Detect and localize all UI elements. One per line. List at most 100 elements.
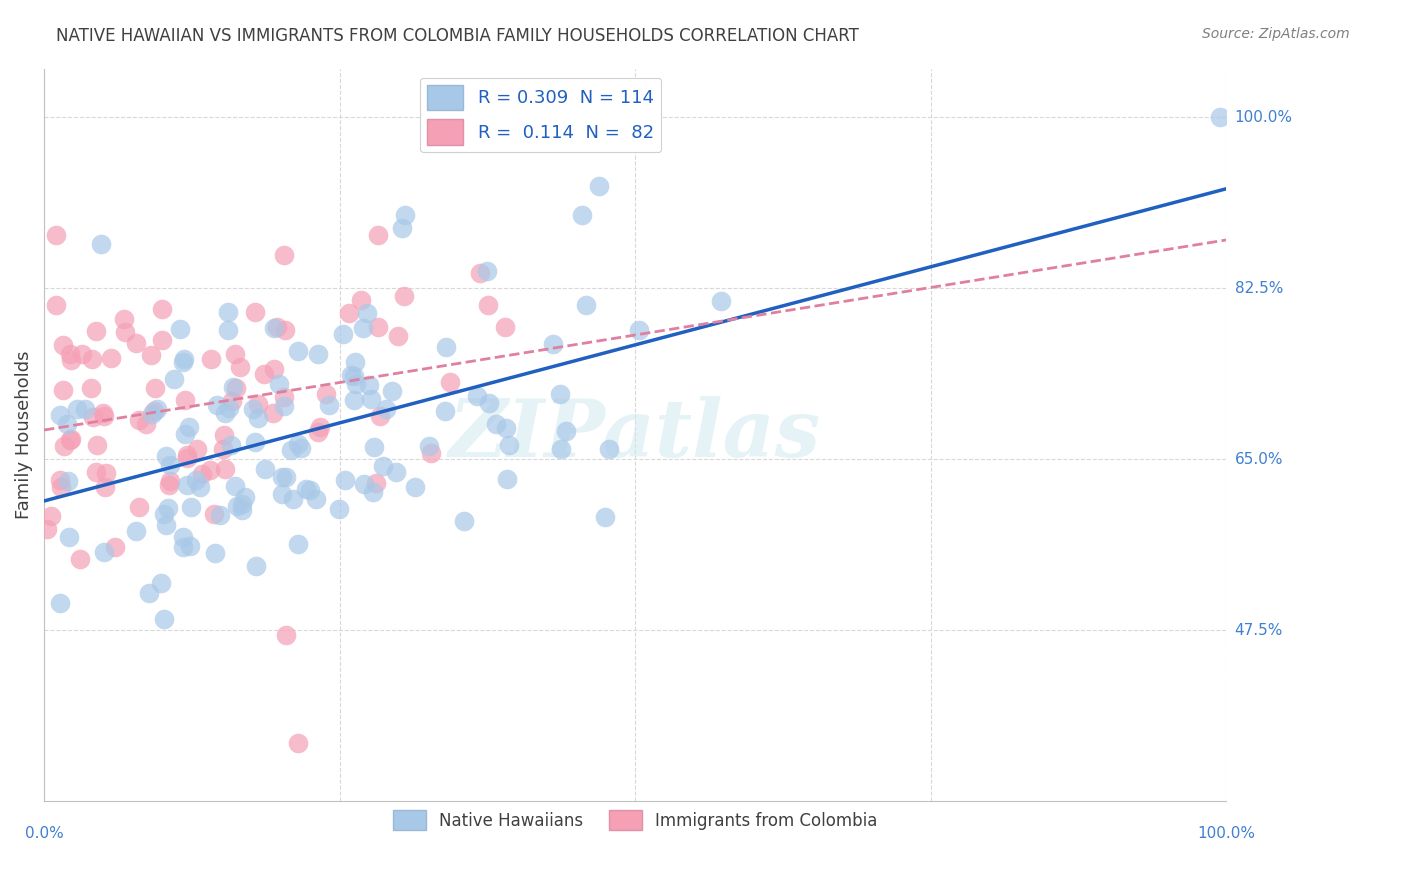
Point <box>172 530 194 544</box>
Point <box>477 298 499 312</box>
Point <box>287 437 309 451</box>
Point <box>217 323 239 337</box>
Point <box>245 559 267 574</box>
Point <box>37 522 59 536</box>
Point <box>52 439 75 453</box>
Point <box>276 469 298 483</box>
Point <box>150 576 173 591</box>
Point <box>219 437 242 451</box>
Point <box>176 478 198 492</box>
Point <box>555 424 578 438</box>
Point <box>70 347 93 361</box>
Point <box>548 387 571 401</box>
Point <box>224 479 246 493</box>
Point <box>139 348 162 362</box>
Point <box>271 470 294 484</box>
Point <box>169 321 191 335</box>
Point <box>100 351 122 365</box>
Point <box>394 288 416 302</box>
Point <box>205 398 228 412</box>
Point <box>254 461 277 475</box>
Point <box>212 427 235 442</box>
Point <box>465 388 488 402</box>
Point <box>49 596 72 610</box>
Point <box>262 405 284 419</box>
Point <box>177 420 200 434</box>
Point <box>224 347 246 361</box>
Point <box>550 442 572 456</box>
Point <box>56 474 79 488</box>
Point <box>93 545 115 559</box>
Point <box>58 530 80 544</box>
Point <box>157 501 180 516</box>
Point <box>155 449 177 463</box>
Point <box>176 448 198 462</box>
Point <box>598 442 620 457</box>
Point <box>359 378 381 392</box>
Point <box>263 362 285 376</box>
Point <box>243 305 266 319</box>
Point <box>39 509 62 524</box>
Point <box>198 463 221 477</box>
Point <box>477 396 499 410</box>
Point <box>380 384 402 398</box>
Point <box>280 442 302 457</box>
Point <box>627 323 650 337</box>
Point <box>571 208 593 222</box>
Point <box>340 368 363 382</box>
Point <box>52 338 75 352</box>
Point <box>214 461 236 475</box>
Point <box>159 458 181 472</box>
Point <box>1209 111 1232 125</box>
Point <box>214 406 236 420</box>
Text: ZIPatlas: ZIPatlas <box>449 396 821 474</box>
Point <box>56 417 79 431</box>
Point <box>498 438 520 452</box>
Point <box>157 478 180 492</box>
Point <box>485 417 508 431</box>
Point <box>366 476 388 491</box>
Point <box>86 438 108 452</box>
Point <box>52 383 75 397</box>
Point <box>242 401 264 416</box>
Point <box>202 507 225 521</box>
Point <box>273 390 295 404</box>
Point <box>138 585 160 599</box>
Text: 100.0%: 100.0% <box>1234 110 1292 125</box>
Point <box>45 298 67 312</box>
Point <box>308 420 330 434</box>
Point <box>66 402 89 417</box>
Point <box>128 413 150 427</box>
Point <box>318 398 340 412</box>
Point <box>273 247 295 261</box>
Point <box>143 381 166 395</box>
Point <box>307 425 329 440</box>
Text: 0.0%: 0.0% <box>25 826 63 841</box>
Point <box>253 367 276 381</box>
Point <box>59 434 82 448</box>
Point <box>45 227 67 242</box>
Text: NATIVE HAWAIIAN VS IMMIGRANTS FROM COLOMBIA FAMILY HOUSEHOLDS CORRELATION CHART: NATIVE HAWAIIAN VS IMMIGRANTS FROM COLOM… <box>56 27 859 45</box>
Point <box>114 325 136 339</box>
Point <box>368 409 391 423</box>
Point <box>290 441 312 455</box>
Point <box>84 324 107 338</box>
Point <box>273 400 295 414</box>
Point <box>225 499 247 513</box>
Point <box>174 393 197 408</box>
Point <box>356 306 378 320</box>
Point <box>263 321 285 335</box>
Point <box>391 220 413 235</box>
Point <box>211 442 233 456</box>
Point <box>367 228 389 243</box>
Point <box>287 537 309 551</box>
Point <box>541 337 564 351</box>
Point <box>186 442 208 457</box>
Point <box>174 427 197 442</box>
Point <box>328 501 350 516</box>
Point <box>299 483 322 498</box>
Text: 82.5%: 82.5% <box>1234 281 1282 296</box>
Point <box>295 482 318 496</box>
Point <box>152 507 174 521</box>
Point <box>418 439 440 453</box>
